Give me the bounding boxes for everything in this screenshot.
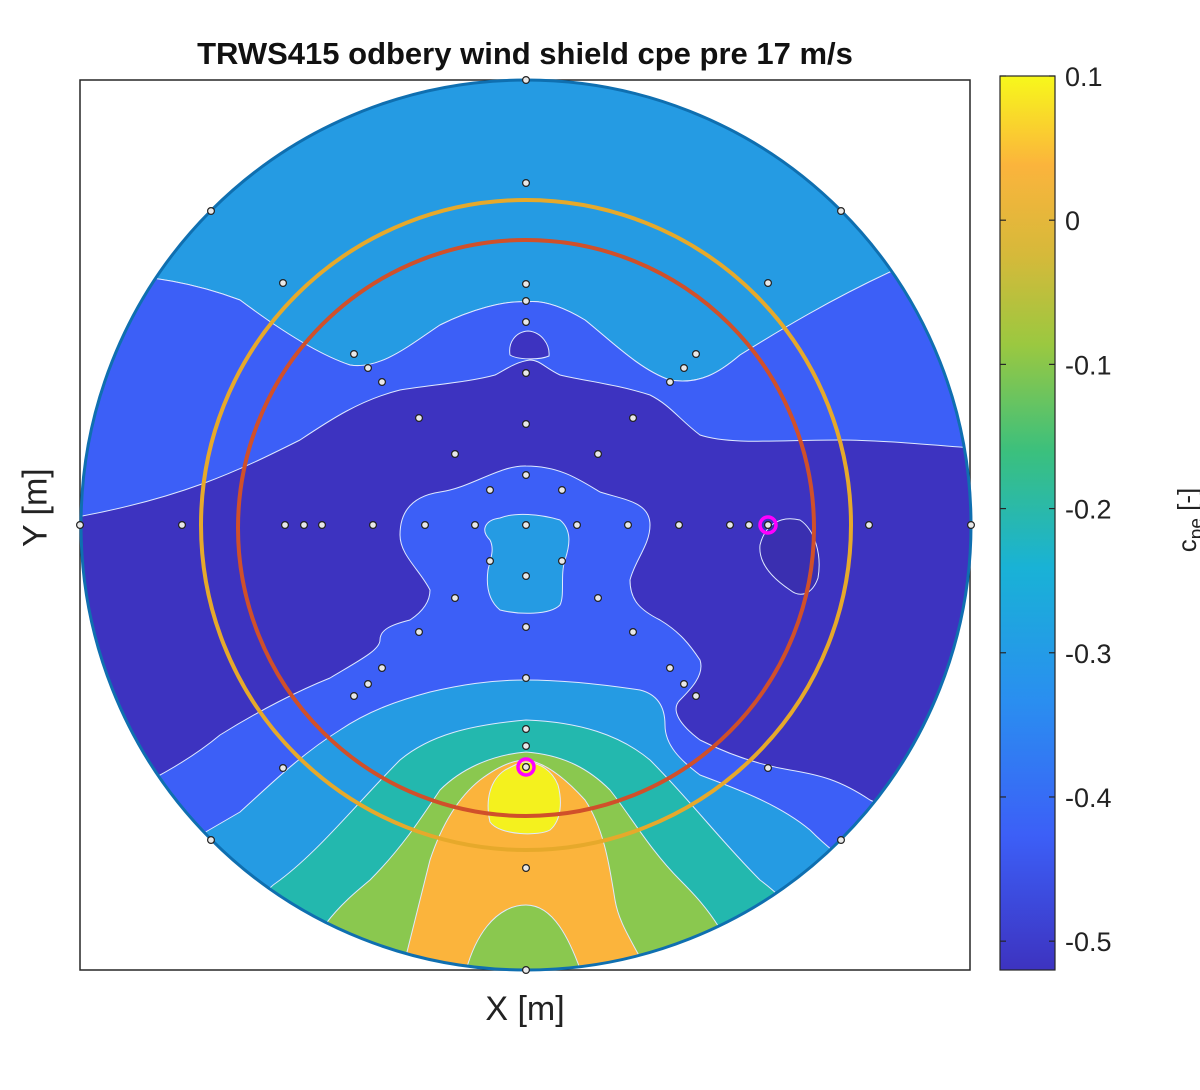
pressure-tap-marker [279, 763, 288, 772]
pressure-tap-marker [966, 520, 975, 529]
pressure-tap-marker [763, 520, 772, 529]
pressure-tap-marker [378, 378, 387, 387]
pressure-tap-marker [521, 622, 530, 631]
pressure-tap-marker [451, 593, 460, 602]
pressure-taps [75, 75, 975, 974]
pressure-tap-marker [364, 364, 373, 373]
x-axis-label: X [m] [485, 990, 565, 1028]
pressure-tap-marker [415, 627, 424, 636]
colorbar-tick-label: -0.2 [1065, 495, 1112, 525]
colorbar-label: cpe [-] [1172, 488, 1200, 552]
pressure-tap-marker [836, 835, 845, 844]
pressure-tap-marker [369, 520, 378, 529]
pressure-tap-marker [521, 297, 530, 306]
pressure-tap-marker [725, 520, 734, 529]
pressure-tap-marker [665, 378, 674, 387]
pressure-tap-marker [521, 75, 530, 84]
pressure-tap-marker [207, 207, 216, 216]
y-axis-label: Y [m] [16, 468, 55, 547]
pressure-tap-marker [691, 350, 700, 359]
contour-center-blob [484, 513, 570, 614]
pressure-tap-marker [75, 520, 84, 529]
pressure-tap-marker [763, 279, 772, 288]
pressure-tap-marker [864, 520, 873, 529]
pressure-tap-marker [628, 414, 637, 423]
pressure-tap-marker [557, 556, 566, 565]
colorbar-label-sub: pe [1186, 518, 1200, 540]
colorbar-tick-label: 0.1 [1065, 62, 1103, 92]
pressure-tap-marker [318, 520, 327, 529]
highlighted-tap-ring [758, 515, 778, 535]
pressure-tap-marker [628, 627, 637, 636]
pressure-tap-marker [674, 520, 683, 529]
pressure-tap-marker [521, 762, 530, 771]
colorbar-tick-label: 0 [1065, 206, 1080, 236]
pressure-tap-marker [521, 724, 530, 733]
pressure-tap-marker [836, 207, 845, 216]
pressure-tap-marker [178, 520, 187, 529]
pressure-tap-marker [521, 741, 530, 750]
colorbar-tick-label: -0.1 [1065, 350, 1112, 380]
pressure-tap-marker [521, 179, 530, 188]
colorbar-tick-label: -0.5 [1065, 927, 1112, 957]
pressure-tap-marker [679, 364, 688, 373]
colorbar-tick-label: -0.3 [1065, 639, 1112, 669]
pressure-tap-marker [557, 486, 566, 495]
inner-ring [236, 238, 816, 818]
colorbar-tick-label: -0.4 [1065, 783, 1112, 813]
pressure-tap-marker [486, 556, 495, 565]
pressure-tap-marker [471, 520, 480, 529]
pressure-tap-marker [572, 520, 581, 529]
pressure-tap-marker [300, 520, 309, 529]
pressure-tap-marker [378, 663, 387, 672]
pressure-tap-marker [521, 280, 530, 289]
pressure-tap-marker [521, 520, 530, 529]
pressure-tap-marker [679, 679, 688, 688]
pressure-tap-marker [281, 520, 290, 529]
pressure-tap-marker [521, 420, 530, 429]
contour-right-lobe [759, 518, 820, 595]
outer-ring [199, 198, 853, 852]
pressure-tap-marker [350, 691, 359, 700]
pressure-tap-marker [521, 318, 530, 327]
pressure-tap-marker [744, 520, 753, 529]
colorbar [999, 75, 1056, 971]
pressure-tap-marker [593, 593, 602, 602]
pressure-tap-marker [521, 571, 530, 580]
pressure-tap-marker [364, 679, 373, 688]
pressure-tap-marker [593, 450, 602, 459]
pressure-tap-marker [350, 350, 359, 359]
pressure-tap-marker [421, 520, 430, 529]
pressure-tap-marker [623, 520, 632, 529]
pressure-tap-marker [207, 835, 216, 844]
contour-band-orange [394, 759, 661, 970]
colorbar-label-unit: [-] [1172, 487, 1200, 519]
pressure-tap-marker [521, 673, 530, 682]
pressure-tap-marker [691, 691, 700, 700]
pressure-tap-marker [521, 369, 530, 378]
highlighted-tap-ring [516, 757, 536, 777]
pressure-tap-marker [451, 450, 460, 459]
colorbar-ticks: 0.1 0 -0.1 -0.2 -0.3 -0.4 -0.5 [1000, 62, 1112, 957]
pressure-tap-marker [521, 965, 530, 974]
chart-title: TRWS415 odbery wind shield cpe pre 17 m/… [197, 36, 853, 71]
contour-top-lobe [509, 330, 550, 360]
pressure-tap-marker [415, 414, 424, 423]
pressure-tap-marker [486, 486, 495, 495]
pressure-tap-marker [521, 471, 530, 480]
pressure-tap-marker [665, 663, 674, 672]
colorbar-label-base: c [1172, 539, 1200, 553]
pressure-tap-marker [279, 279, 288, 288]
pressure-tap-marker [521, 863, 530, 872]
pressure-tap-marker [763, 763, 772, 772]
